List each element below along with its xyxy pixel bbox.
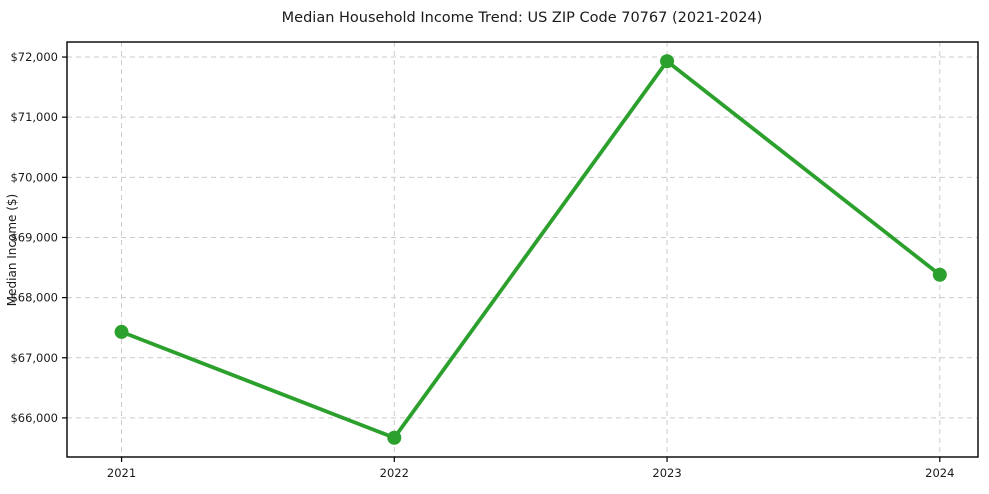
x-tick-label: 2023 bbox=[652, 466, 681, 480]
plot-area: $66,000 $67,000 $68,000 $69,000 $70,000 $71,0… bbox=[10, 41, 979, 480]
x-tick-label: 2024 bbox=[925, 466, 954, 480]
y-tick-label: $72,000 bbox=[10, 50, 58, 64]
y-tick-label: $68,000 bbox=[10, 291, 58, 305]
y-tick-label: $71,000 bbox=[10, 110, 58, 124]
y-tick-label: $66,000 bbox=[10, 411, 58, 425]
x-tick-label: 2022 bbox=[380, 466, 409, 480]
data-point-2022 bbox=[387, 430, 402, 445]
y-tick-label: $70,000 bbox=[10, 170, 58, 184]
y-axis-label: Median Income ($) bbox=[5, 194, 19, 306]
y-tick-label: $69,000 bbox=[10, 230, 58, 244]
data-point-2023 bbox=[660, 54, 675, 69]
plot-border bbox=[66, 41, 979, 458]
data-point-2021 bbox=[114, 324, 129, 339]
chart-title: Median Household Income Trend: US ZIP Co… bbox=[282, 10, 763, 26]
data-point-2024 bbox=[932, 267, 947, 282]
y-tick-label: $67,000 bbox=[10, 351, 58, 365]
x-tick-label: 2021 bbox=[107, 466, 136, 480]
series-line bbox=[119, 59, 942, 440]
plot-background bbox=[67, 42, 978, 457]
